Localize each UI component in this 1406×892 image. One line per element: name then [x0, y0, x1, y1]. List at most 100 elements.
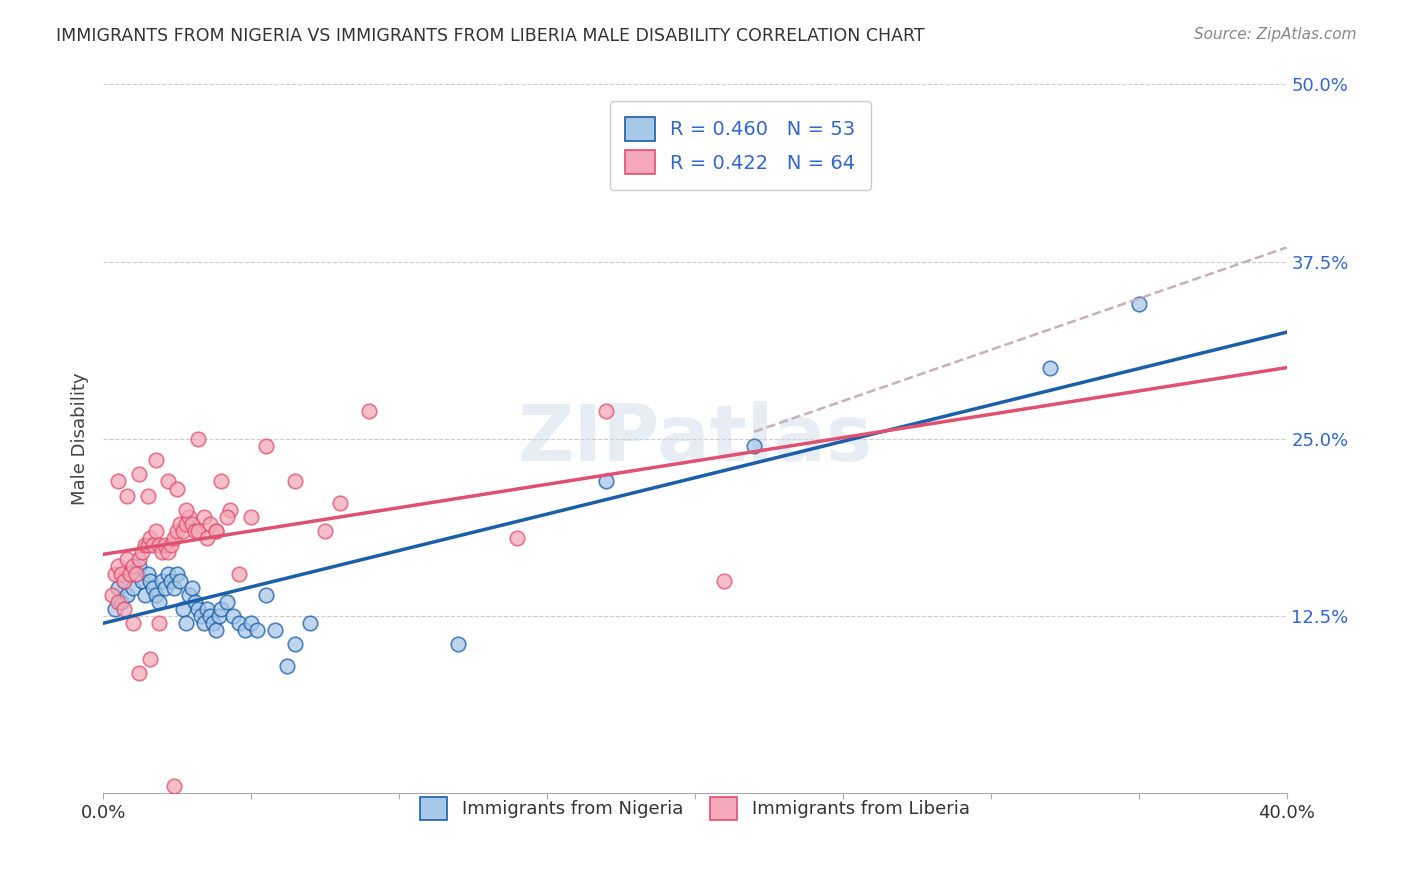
Point — [742, 439, 765, 453]
Point — [155, 538, 177, 552]
Point — [134, 588, 156, 602]
Point — [128, 559, 150, 574]
Point — [136, 489, 159, 503]
Point — [118, 566, 141, 581]
Point — [211, 475, 233, 489]
Point — [172, 524, 194, 538]
Point — [177, 509, 200, 524]
Point — [115, 489, 138, 503]
Point — [193, 616, 215, 631]
Point — [240, 616, 263, 631]
Point — [163, 531, 186, 545]
Point — [233, 624, 256, 638]
Point — [180, 516, 202, 531]
Point — [139, 531, 162, 545]
Point — [204, 524, 226, 538]
Point — [190, 609, 212, 624]
Point — [193, 509, 215, 524]
Point — [254, 439, 277, 453]
Point — [359, 403, 381, 417]
Point — [157, 566, 180, 581]
Point — [145, 524, 167, 538]
Point — [329, 496, 352, 510]
Point — [131, 545, 153, 559]
Point — [506, 531, 529, 545]
Point — [150, 545, 173, 559]
Point — [112, 602, 135, 616]
Point — [314, 524, 336, 538]
Point — [254, 588, 277, 602]
Point — [110, 595, 132, 609]
Point — [180, 581, 202, 595]
Point — [139, 574, 162, 588]
Point — [107, 559, 129, 574]
Point — [228, 616, 250, 631]
Point — [169, 574, 191, 588]
Point — [174, 616, 197, 631]
Point — [110, 566, 132, 581]
Point — [148, 616, 170, 631]
Legend: Immigrants from Nigeria, Immigrants from Liberia: Immigrants from Nigeria, Immigrants from… — [406, 783, 984, 834]
Point — [104, 566, 127, 581]
Point — [136, 566, 159, 581]
Point — [184, 524, 207, 538]
Point — [187, 524, 209, 538]
Point — [104, 602, 127, 616]
Point — [246, 624, 269, 638]
Point — [172, 602, 194, 616]
Point — [447, 638, 470, 652]
Point — [174, 516, 197, 531]
Point — [713, 574, 735, 588]
Point — [163, 779, 186, 793]
Point — [201, 616, 224, 631]
Point — [157, 475, 180, 489]
Point — [142, 581, 165, 595]
Point — [160, 574, 183, 588]
Point — [145, 453, 167, 467]
Point — [198, 516, 221, 531]
Point — [263, 624, 285, 638]
Point — [118, 566, 141, 581]
Text: IMMIGRANTS FROM NIGERIA VS IMMIGRANTS FROM LIBERIA MALE DISABILITY CORRELATION C: IMMIGRANTS FROM NIGERIA VS IMMIGRANTS FR… — [56, 27, 925, 45]
Point — [177, 588, 200, 602]
Point — [595, 475, 617, 489]
Point — [107, 595, 129, 609]
Point — [124, 566, 146, 581]
Point — [128, 467, 150, 482]
Point — [145, 588, 167, 602]
Point — [299, 616, 322, 631]
Point — [160, 538, 183, 552]
Point — [148, 538, 170, 552]
Point — [124, 566, 146, 581]
Point — [166, 482, 188, 496]
Point — [284, 638, 307, 652]
Point — [128, 552, 150, 566]
Point — [204, 624, 226, 638]
Point — [187, 432, 209, 446]
Point — [166, 566, 188, 581]
Point — [131, 574, 153, 588]
Point — [187, 602, 209, 616]
Point — [195, 531, 218, 545]
Point — [211, 602, 233, 616]
Point — [228, 566, 250, 581]
Point — [139, 651, 162, 665]
Point — [207, 609, 229, 624]
Point — [204, 524, 226, 538]
Point — [112, 574, 135, 588]
Point — [169, 516, 191, 531]
Point — [121, 559, 143, 574]
Point — [155, 581, 177, 595]
Point — [222, 609, 245, 624]
Point — [115, 552, 138, 566]
Point — [284, 475, 307, 489]
Point — [121, 581, 143, 595]
Text: ZIPatlas: ZIPatlas — [517, 401, 872, 477]
Point — [198, 609, 221, 624]
Text: Source: ZipAtlas.com: Source: ZipAtlas.com — [1194, 27, 1357, 42]
Point — [134, 538, 156, 552]
Point — [595, 403, 617, 417]
Y-axis label: Male Disability: Male Disability — [72, 373, 89, 505]
Point — [136, 538, 159, 552]
Point — [115, 588, 138, 602]
